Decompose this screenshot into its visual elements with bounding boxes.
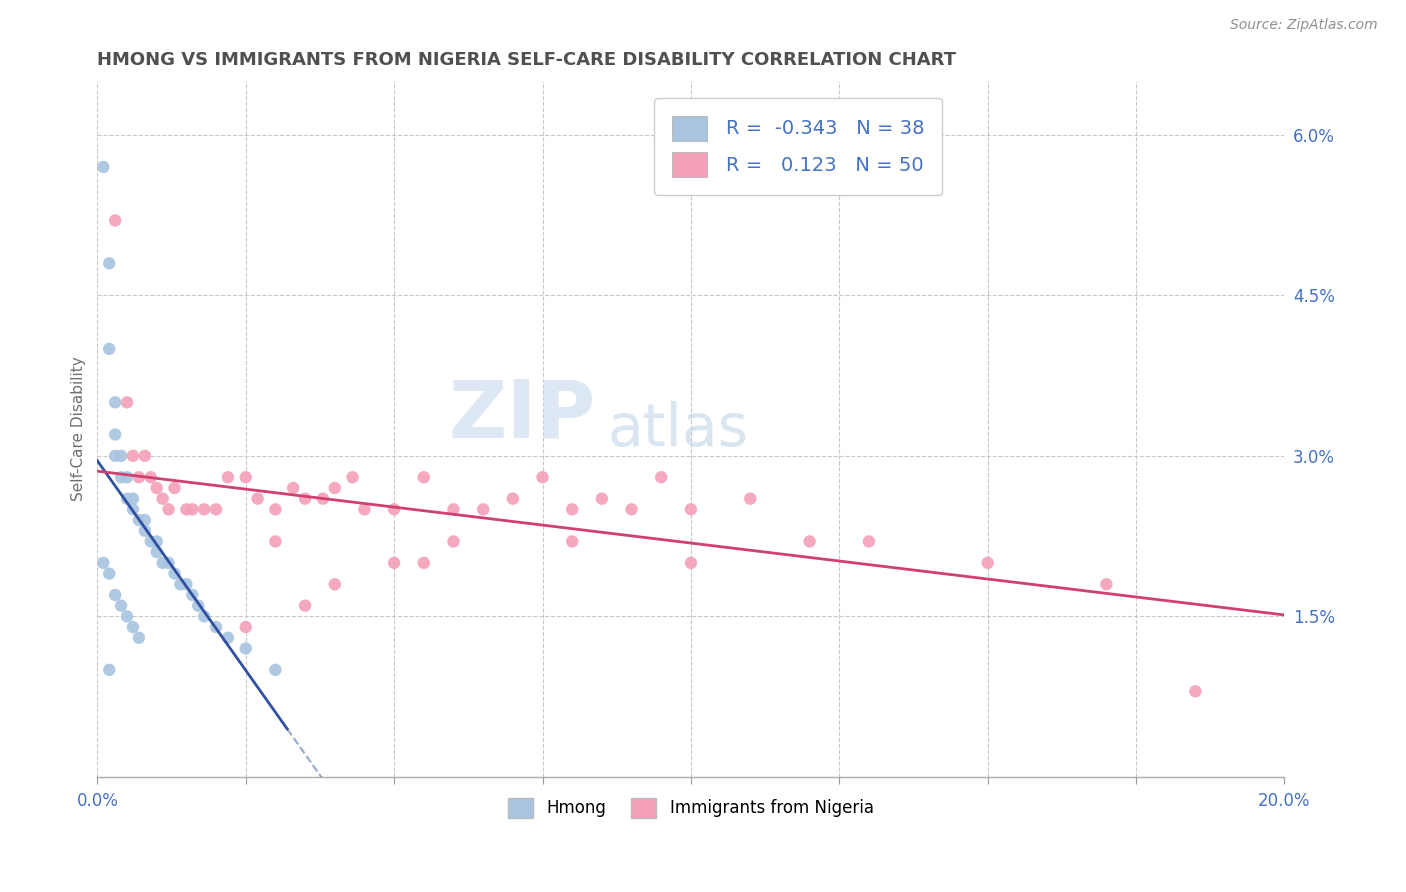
Point bbox=[193, 502, 215, 516]
Text: Source: ZipAtlas.com: Source: ZipAtlas.com bbox=[1230, 18, 1378, 32]
Point bbox=[235, 620, 257, 634]
Point bbox=[976, 556, 998, 570]
Point bbox=[152, 491, 174, 506]
Point bbox=[443, 502, 465, 516]
Point bbox=[264, 534, 287, 549]
Point bbox=[134, 513, 156, 527]
Point bbox=[145, 534, 167, 549]
Point bbox=[264, 663, 287, 677]
Point bbox=[115, 491, 138, 506]
Text: HMONG VS IMMIGRANTS FROM NIGERIA SELF-CARE DISABILITY CORRELATION CHART: HMONG VS IMMIGRANTS FROM NIGERIA SELF-CA… bbox=[97, 51, 956, 69]
Point bbox=[104, 588, 127, 602]
Point bbox=[799, 534, 821, 549]
Point bbox=[294, 491, 316, 506]
Y-axis label: Self-Care Disability: Self-Care Disability bbox=[72, 357, 86, 501]
Point bbox=[443, 534, 465, 549]
Point bbox=[115, 609, 138, 624]
Point bbox=[145, 481, 167, 495]
Point bbox=[217, 470, 239, 484]
Point bbox=[205, 620, 228, 634]
Point bbox=[134, 524, 156, 538]
Point bbox=[187, 599, 209, 613]
Point bbox=[561, 502, 583, 516]
Point bbox=[157, 556, 180, 570]
Point bbox=[134, 449, 156, 463]
Point bbox=[98, 256, 121, 270]
Point bbox=[122, 491, 145, 506]
Legend: Hmong, Immigrants from Nigeria: Hmong, Immigrants from Nigeria bbox=[502, 791, 880, 824]
Point bbox=[858, 534, 880, 549]
Point bbox=[342, 470, 364, 484]
Point bbox=[531, 470, 554, 484]
Point bbox=[679, 556, 702, 570]
Point bbox=[1095, 577, 1118, 591]
Point bbox=[353, 502, 375, 516]
Point bbox=[115, 470, 138, 484]
Point bbox=[620, 502, 643, 516]
Point bbox=[193, 609, 215, 624]
Point bbox=[128, 631, 150, 645]
Point bbox=[412, 556, 434, 570]
Point bbox=[169, 577, 191, 591]
Point bbox=[122, 620, 145, 634]
Point bbox=[650, 470, 672, 484]
Point bbox=[104, 427, 127, 442]
Point bbox=[157, 502, 180, 516]
Point bbox=[128, 470, 150, 484]
Point bbox=[264, 502, 287, 516]
Point bbox=[163, 481, 186, 495]
Point bbox=[679, 502, 702, 516]
Text: atlas: atlas bbox=[607, 401, 749, 458]
Point bbox=[176, 577, 198, 591]
Point bbox=[217, 631, 239, 645]
Point bbox=[91, 160, 114, 174]
Point bbox=[502, 491, 524, 506]
Point bbox=[181, 502, 204, 516]
Point bbox=[591, 491, 613, 506]
Point bbox=[98, 566, 121, 581]
Point bbox=[98, 342, 121, 356]
Point bbox=[110, 470, 132, 484]
Point bbox=[235, 470, 257, 484]
Point bbox=[145, 545, 167, 559]
Point bbox=[110, 449, 132, 463]
Point bbox=[740, 491, 762, 506]
Point bbox=[181, 588, 204, 602]
Point bbox=[412, 470, 434, 484]
Point bbox=[91, 556, 114, 570]
Point bbox=[122, 449, 145, 463]
Point bbox=[163, 566, 186, 581]
Point bbox=[104, 395, 127, 409]
Point bbox=[561, 534, 583, 549]
Point bbox=[323, 577, 346, 591]
Point bbox=[98, 663, 121, 677]
Point bbox=[104, 213, 127, 227]
Point bbox=[382, 502, 405, 516]
Point bbox=[246, 491, 269, 506]
Point bbox=[139, 470, 162, 484]
Point bbox=[205, 502, 228, 516]
Point bbox=[294, 599, 316, 613]
Point bbox=[104, 449, 127, 463]
Point bbox=[176, 502, 198, 516]
Point bbox=[128, 513, 150, 527]
Point bbox=[115, 395, 138, 409]
Point bbox=[152, 556, 174, 570]
Point bbox=[139, 534, 162, 549]
Point bbox=[283, 481, 305, 495]
Point bbox=[472, 502, 495, 516]
Point bbox=[235, 641, 257, 656]
Point bbox=[1184, 684, 1206, 698]
Point bbox=[312, 491, 335, 506]
Point bbox=[110, 599, 132, 613]
Point bbox=[382, 556, 405, 570]
Point bbox=[122, 502, 145, 516]
Text: ZIP: ZIP bbox=[449, 376, 596, 454]
Point bbox=[323, 481, 346, 495]
